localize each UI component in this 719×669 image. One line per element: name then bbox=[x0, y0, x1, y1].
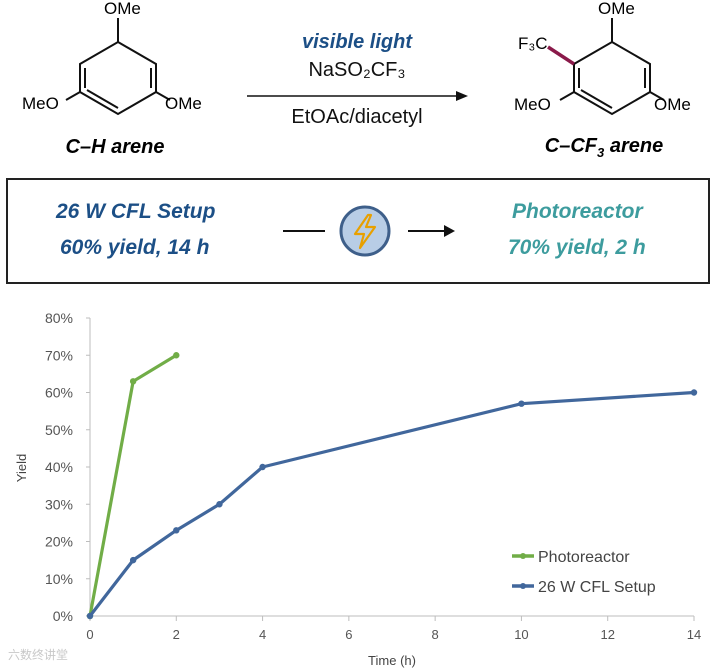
x-tick-label: 12 bbox=[600, 627, 614, 642]
right-connector-line bbox=[408, 230, 446, 232]
product-cf3: F₃C bbox=[518, 34, 548, 53]
x-tick-label: 6 bbox=[345, 627, 352, 642]
photoreactor-title: Photoreactor bbox=[512, 200, 643, 223]
x-tick-label: 8 bbox=[432, 627, 439, 642]
y-tick-label: 10% bbox=[45, 571, 73, 587]
reaction-arrowhead bbox=[456, 91, 468, 101]
data-point-26-w-cfl-setup bbox=[173, 527, 180, 534]
legend-marker-cfl bbox=[520, 583, 526, 589]
x-tick-label: 2 bbox=[173, 627, 180, 642]
left-connector-line bbox=[283, 230, 325, 232]
y-tick-label: 30% bbox=[45, 496, 73, 512]
product-ome-top: OMe bbox=[598, 0, 635, 18]
condition-solvent: EtOAc/diacetyl bbox=[291, 106, 422, 128]
cf3-bond bbox=[547, 45, 575, 66]
condition-reagent: NaSO₂CF₃ bbox=[308, 59, 405, 81]
y-axis-label: Yield bbox=[14, 454, 29, 482]
data-point-photoreactor bbox=[129, 378, 137, 385]
y-tick-label: 60% bbox=[45, 385, 73, 401]
product-label: C–CF3 arene bbox=[545, 135, 663, 160]
y-tick-label: 0% bbox=[53, 608, 73, 624]
reactant-meo-left: MeO bbox=[22, 94, 59, 113]
product-structure bbox=[559, 18, 665, 116]
data-point-26-w-cfl-setup bbox=[129, 556, 137, 564]
x-tick-label: 4 bbox=[259, 627, 266, 642]
yield-chart: 0% 10% 20% 30% 40% 50% 60% 70% 80% 0 2 4 6 8 10 12 14 Ti… bbox=[14, 310, 701, 668]
y-tick-label: 50% bbox=[45, 422, 73, 438]
series-line-photoreactor bbox=[88, 353, 178, 617]
reactant-label: C–H arene bbox=[66, 136, 165, 158]
y-tick-label: 80% bbox=[45, 310, 73, 326]
reaction-scheme: OMe MeO OMe visible light NaSO₂CF₃ EtOAc… bbox=[22, 0, 691, 160]
data-point-26-w-cfl-setup bbox=[518, 400, 525, 407]
product-ome-right: OMe bbox=[654, 95, 691, 114]
product-meo-left: MeO bbox=[514, 95, 551, 114]
photoreactor-result: 70% yield, 2 h bbox=[508, 236, 646, 259]
cfl-setup-result: 60% yield, 14 h bbox=[60, 236, 210, 259]
data-point-26-w-cfl-setup bbox=[86, 612, 94, 620]
x-tick-label: 14 bbox=[687, 627, 701, 642]
right-connector-arrowhead bbox=[444, 225, 455, 237]
reactant-ome-right: OMe bbox=[165, 94, 202, 113]
data-point-26-w-cfl-setup bbox=[259, 463, 266, 471]
lightning-bolt-icon bbox=[339, 205, 391, 257]
cfl-setup-title: 26 W CFL Setup bbox=[56, 200, 216, 223]
legend-marker-photoreactor bbox=[520, 553, 526, 559]
y-tick-label: 20% bbox=[45, 534, 73, 550]
legend: Photoreactor 26 W CFL Setup bbox=[512, 549, 656, 596]
y-tick-label: 40% bbox=[45, 459, 73, 475]
legend-label-photoreactor: Photoreactor bbox=[538, 549, 630, 566]
reactant-ome-top: OMe bbox=[104, 0, 141, 18]
y-tick-label: 70% bbox=[45, 347, 73, 363]
x-axis-label: Time (h) bbox=[368, 653, 416, 668]
legend-label-cfl: 26 W CFL Setup bbox=[538, 579, 656, 596]
watermark: 六数终讲堂 bbox=[8, 648, 69, 662]
condition-visible-light: visible light bbox=[302, 31, 413, 53]
comparison-box: 26 W CFL Setup 60% yield, 14 h Photoreac… bbox=[6, 178, 710, 284]
data-point-photoreactor bbox=[173, 352, 180, 359]
x-tick-label: 10 bbox=[514, 627, 528, 642]
reactant-structure bbox=[65, 18, 171, 116]
x-tick-label: 0 bbox=[86, 627, 93, 642]
data-point-26-w-cfl-setup bbox=[216, 501, 223, 508]
data-point-26-w-cfl-setup bbox=[690, 389, 698, 396]
